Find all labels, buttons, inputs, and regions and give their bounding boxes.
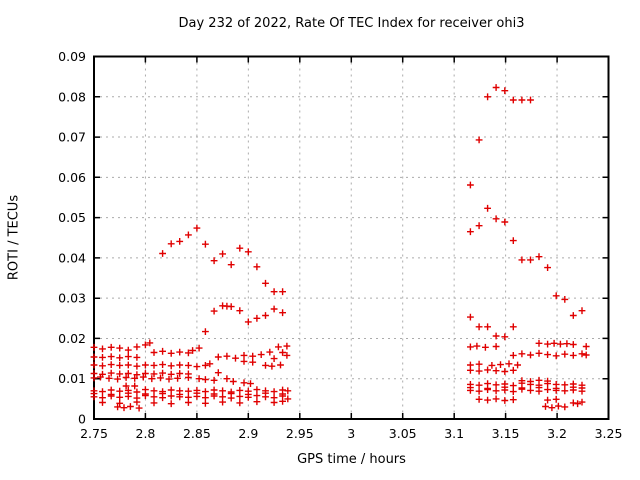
chart-title: Day 232 of 2022, Rate Of TEC Index for r… — [178, 16, 525, 31]
x-tick-label: 3 — [347, 426, 355, 441]
data-points — [90, 84, 590, 412]
plot-border — [93, 55, 610, 420]
y-tick-label: 0 — [78, 412, 86, 427]
y-tick-label: 0.06 — [58, 170, 86, 185]
y-tick-label: 0.05 — [58, 210, 86, 225]
x-tick-label: 3.25 — [595, 426, 623, 441]
x-tick-label: 2.75 — [80, 426, 108, 441]
x-tick-label: 2.9 — [238, 426, 258, 441]
x-tick-label: 3.15 — [492, 426, 520, 441]
y-tick-label: 0.03 — [58, 291, 86, 306]
y-tick-label: 0.02 — [58, 331, 86, 346]
x-tick-label: 3.1 — [444, 426, 464, 441]
x-tick-label: 3.05 — [389, 426, 417, 441]
y-tick-label: 0.01 — [58, 371, 86, 386]
x-tick-label: 2.8 — [136, 426, 156, 441]
x-tick-label: 2.95 — [286, 426, 314, 441]
y-tick-label: 0.04 — [58, 250, 86, 265]
y-tick-label: 0.07 — [58, 130, 86, 145]
x-axis-label: GPS time / hours — [297, 452, 406, 467]
x-tick-label: 2.85 — [183, 426, 211, 441]
y-tick-label: 0.08 — [58, 89, 86, 104]
x-tick-label: 3.2 — [547, 426, 567, 441]
y-tick-label: 0.09 — [58, 49, 86, 64]
